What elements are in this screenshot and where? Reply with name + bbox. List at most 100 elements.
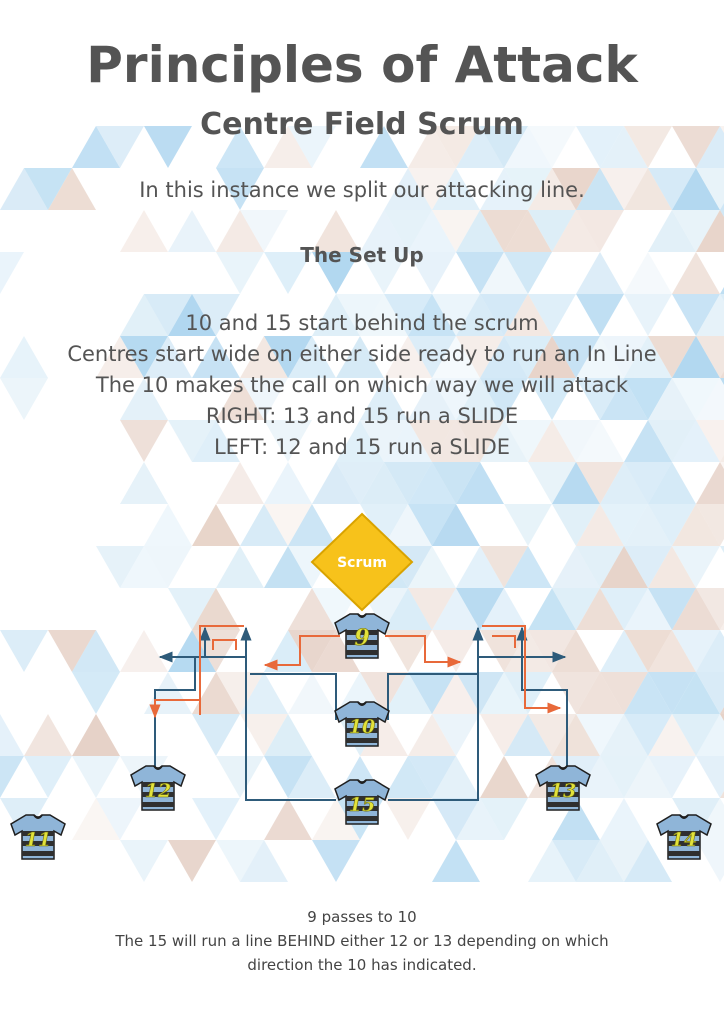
background-triangle: [624, 252, 672, 294]
background-triangle: [72, 714, 120, 756]
background-triangle: [576, 714, 624, 756]
background-triangle: [192, 714, 240, 756]
background-triangle: [648, 336, 696, 378]
background-triangle: [600, 756, 648, 798]
footer-notes: 9 passes to 10 The 15 will run a line BE…: [0, 905, 724, 977]
background-triangle: [528, 462, 576, 504]
background-triangle: [96, 336, 144, 378]
background-triangle: [312, 630, 360, 672]
background-triangle: [672, 252, 720, 294]
background-triangle: [24, 714, 72, 756]
background-triangle: [480, 420, 528, 462]
background-triangle: [456, 672, 504, 714]
background-triangle: [672, 630, 720, 672]
background-triangle: [576, 546, 624, 588]
background-triangle: [384, 588, 432, 630]
background-triangle: [624, 462, 672, 504]
background-triangle: [648, 714, 696, 756]
player-number: 10: [349, 716, 375, 738]
background-triangle: [264, 126, 312, 168]
background-triangle: [96, 546, 144, 588]
background-triangle: [96, 126, 144, 168]
background-triangle: [624, 630, 672, 672]
background-triangle: [24, 168, 72, 210]
background-triangle: [432, 798, 480, 840]
background-triangle: [552, 588, 600, 630]
background-triangle: [360, 420, 408, 462]
background-triangle: [432, 420, 480, 462]
background-triangle: [264, 546, 312, 588]
background-triangle: [552, 840, 600, 882]
background-triangle: [696, 714, 724, 756]
player-number: 11: [25, 829, 51, 851]
background-triangle: [504, 336, 552, 378]
background-triangle: [0, 168, 48, 210]
background-triangle: [384, 336, 432, 378]
background-triangle: [528, 588, 576, 630]
background-triangle: [432, 630, 480, 672]
background-triangle: [240, 210, 288, 252]
player-number: 12: [145, 780, 171, 802]
background-triangle: [456, 546, 504, 588]
background-triangle: [216, 672, 264, 714]
background-triangle: [432, 672, 480, 714]
right-slide-line: [482, 625, 562, 714]
background-triangle: [0, 336, 48, 378]
player-number: 15: [349, 794, 375, 816]
background-triangle: [720, 546, 724, 553]
background-triangle: [312, 294, 360, 336]
fullback-behind-left-line: [205, 656, 336, 801]
background-triangle: [528, 294, 576, 336]
background-triangle: [624, 840, 672, 882]
background-triangle: [504, 252, 552, 294]
background-triangle: [648, 504, 696, 546]
background-triangle: [336, 294, 384, 336]
player-jersey-14: 14: [656, 814, 712, 860]
background-triangle: [480, 168, 528, 210]
background-triangle: [312, 252, 360, 294]
background-triangle: [720, 623, 724, 630]
background-triangle: [480, 798, 528, 840]
background-triangle: [576, 504, 624, 546]
background-triangle: [672, 378, 720, 420]
background-triangle: [504, 294, 552, 336]
background-triangle: [192, 504, 240, 546]
background-triangle: [384, 168, 432, 210]
setup-line: 10 and 15 start behind the scrum: [185, 311, 539, 335]
background-triangle: [240, 504, 288, 546]
background-triangle: [672, 336, 720, 378]
background-triangle: [360, 126, 408, 168]
background-triangle: [576, 168, 624, 210]
background-triangle: [528, 714, 576, 756]
left-slide-upper-line: [199, 625, 244, 715]
nine-pass-left-line: [263, 635, 340, 671]
background-triangle: [576, 294, 624, 336]
background-triangle: [528, 378, 576, 420]
background-triangle: [384, 210, 432, 252]
background-triangle: [456, 462, 504, 504]
background-triangle: [360, 672, 408, 714]
background-triangle: [456, 588, 504, 630]
background-triangle: [696, 630, 724, 672]
setup-heading: The Set Up: [300, 243, 424, 267]
background-triangle: [720, 378, 724, 385]
background-triangle: [384, 630, 432, 672]
background-triangle: [312, 840, 360, 882]
background-triangle: [432, 714, 480, 756]
background-triangle: [552, 798, 600, 840]
background-triangle: [408, 672, 456, 714]
background-triangle: [216, 168, 264, 210]
background-triangle: [624, 546, 672, 588]
background-triangle: [696, 210, 724, 252]
background-triangle: [648, 756, 696, 798]
setup-instructions: 10 and 15 start behind the scrum Centres…: [0, 308, 724, 463]
background-triangle: [600, 168, 648, 210]
background-triangle: [336, 420, 384, 462]
background-triangle: [408, 504, 456, 546]
background-triangle: [168, 420, 216, 462]
background-triangle: [408, 420, 456, 462]
background-triangle: [504, 672, 552, 714]
background-triangle: [120, 294, 168, 336]
background-triangle: [144, 336, 192, 378]
